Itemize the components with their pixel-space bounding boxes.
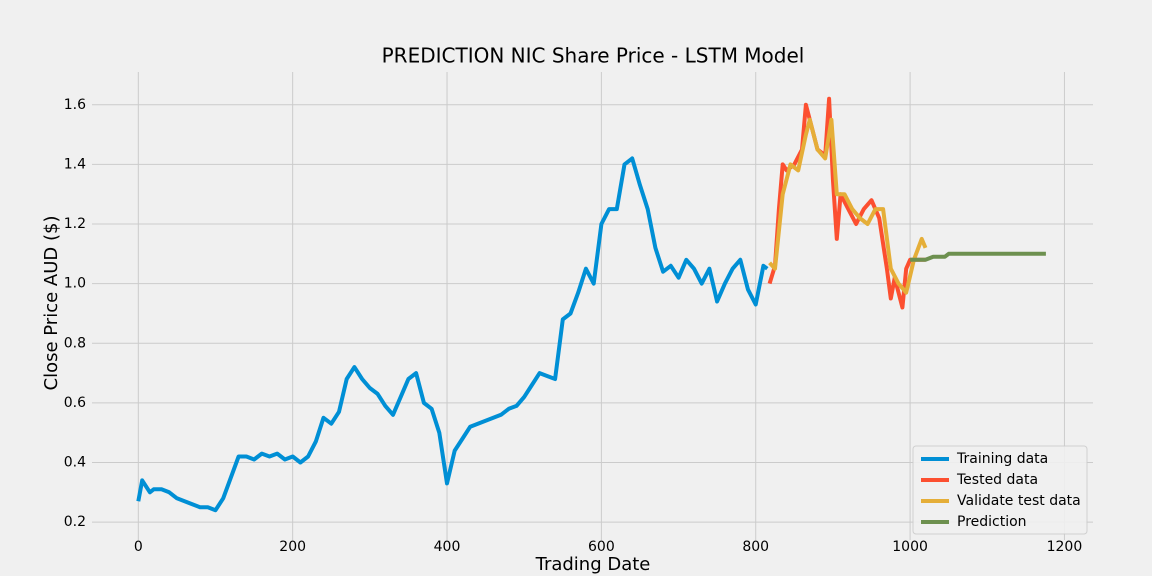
x-axis-label: Trading Date [535, 554, 651, 575]
grid: 0.2 0.4 0.6 0.8 1.0 1.2 1.4 1.6 0 200 400 600 800 100… [64, 72, 1093, 555]
x-tick-label: 600 [588, 539, 615, 555]
legend: Training data Tested data Validate test da… [912, 445, 1088, 535]
legend-label: Prediction [957, 514, 1027, 530]
y-tick-label: 0.4 [64, 454, 86, 470]
y-tick-label: 0.8 [64, 335, 86, 351]
legend-label: Tested data [956, 472, 1038, 488]
y-tick-label: 0.6 [64, 395, 86, 411]
legend-box [912, 445, 1088, 535]
y-tick-label: 1.0 [64, 276, 86, 292]
y-tick-label: 1.4 [64, 156, 86, 172]
chart-title: PREDICTION NIC Share Price - LSTM Model [382, 44, 805, 68]
legend-label: Training data [956, 451, 1048, 467]
y-axis-label: Close Price AUD ($) [41, 216, 62, 391]
x-tick-label: 1200 [1047, 539, 1083, 555]
x-tick-label: 400 [434, 539, 461, 555]
x-tick-label: 200 [279, 539, 306, 555]
x-tick-label: 800 [742, 539, 769, 555]
y-tick-label: 1.6 [64, 97, 86, 113]
series-line [768, 117, 928, 295]
x-tick-label: 1000 [892, 539, 928, 555]
y-tick-label: 1.2 [64, 216, 86, 232]
plot-lines [136, 96, 1046, 513]
series-line [910, 251, 1046, 262]
x-tick-label: 0 [134, 539, 143, 555]
series-line [136, 156, 769, 513]
y-tick-label: 0.2 [64, 514, 86, 530]
legend-label: Validate test data [957, 493, 1081, 509]
